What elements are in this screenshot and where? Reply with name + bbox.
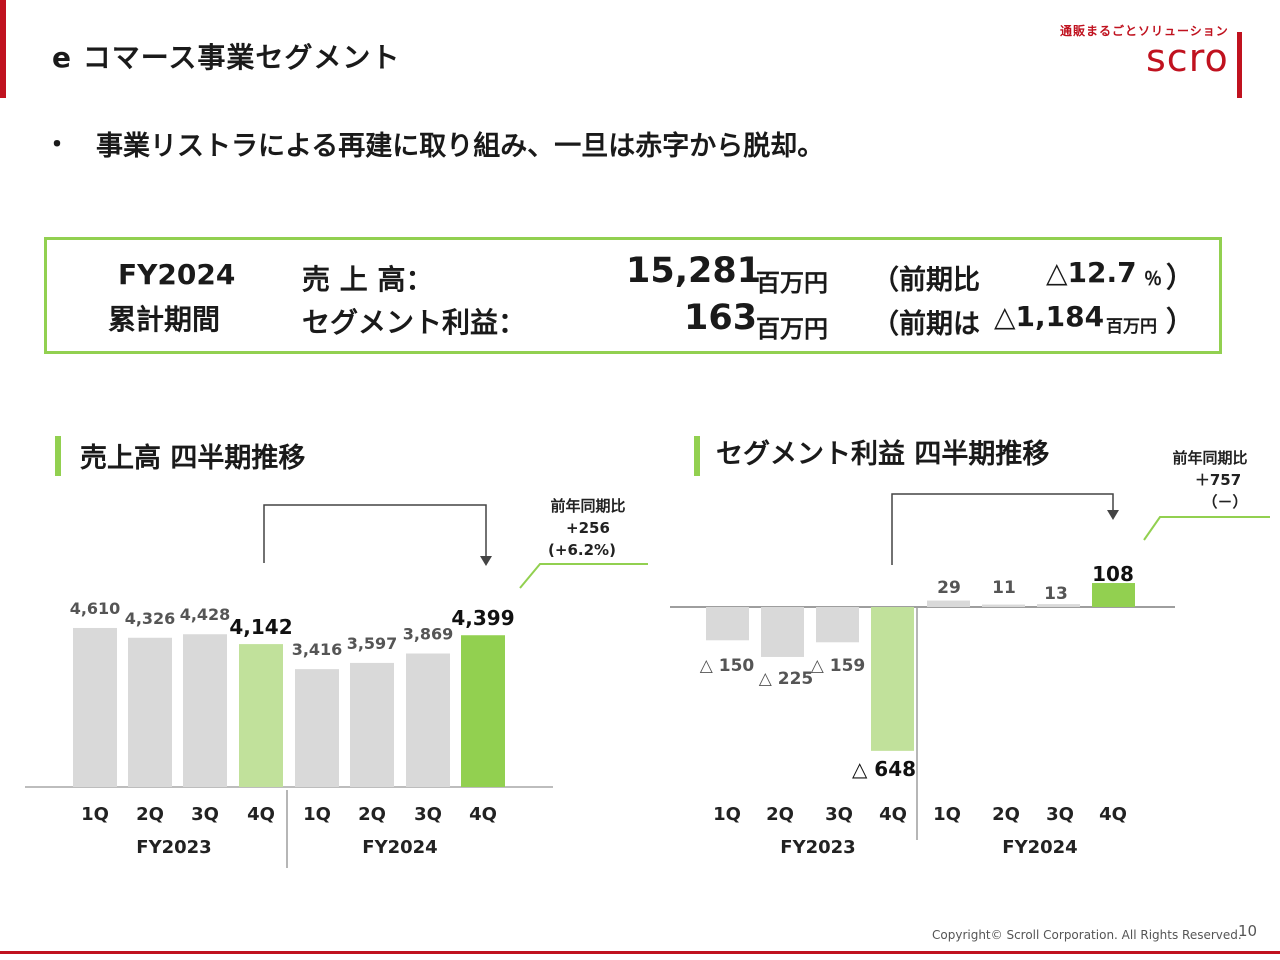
sales-section-marker xyxy=(55,436,61,476)
sales-data-label: 4,428 xyxy=(180,605,231,624)
sales-data-label: 3,416 xyxy=(292,640,343,659)
profit-bar xyxy=(761,607,804,657)
summary-period-year: FY2024 xyxy=(118,258,236,291)
sales-annotation-diff: +256 xyxy=(566,519,610,537)
page-number: 10 xyxy=(1238,922,1258,940)
sales-compare-bracket xyxy=(263,504,487,563)
sales-bar xyxy=(73,627,117,787)
profit-annotation-leader xyxy=(1143,516,1270,541)
profit-data-label: 11 xyxy=(992,578,1016,598)
sales-quarter-label: 4Q xyxy=(247,804,275,825)
headline-text: 事業リストラによる再建に取り組み、一旦は赤字から脱却。 xyxy=(96,131,825,162)
profit-annotation-diff: ＋757 xyxy=(1195,471,1241,489)
sales-group-label: FY2023 xyxy=(136,837,211,858)
profit-group-label: FY2023 xyxy=(780,837,855,858)
profit-bar xyxy=(1037,604,1080,607)
sales-data-label: 4,399 xyxy=(451,606,514,630)
profit-quarter-label: 1Q xyxy=(933,804,961,825)
profit-compare-close: ） xyxy=(1166,305,1195,338)
profit-quarter-label: 1Q xyxy=(713,804,741,825)
profit-quarter-label: 3Q xyxy=(1046,804,1074,825)
profit-data-label: △ 648 xyxy=(852,757,916,781)
profit-compare-unit: 百万円 xyxy=(1106,317,1157,337)
profit-label: セグメント利益： xyxy=(302,306,527,339)
summary-period-label: 累計期間 xyxy=(108,303,221,336)
sales-data-label: 4,142 xyxy=(229,615,292,639)
profit-bar xyxy=(927,600,970,607)
sales-annotation-rate: (+6.2%) xyxy=(548,541,616,559)
sales-data-label: 3,597 xyxy=(347,634,398,653)
sales-quarter-label: 3Q xyxy=(414,804,442,825)
bullet-mark: ・ xyxy=(44,130,71,160)
sales-section-title: 売上高 四半期推移 xyxy=(80,443,306,474)
profit-group-label: FY2024 xyxy=(1002,837,1077,858)
sales-bar xyxy=(239,644,283,787)
profit-unit: 百万円 xyxy=(756,315,828,343)
logo-bar xyxy=(1237,32,1242,98)
profit-bar xyxy=(871,607,914,751)
sales-bar xyxy=(128,637,172,787)
profit-compare-open: （前期は xyxy=(872,309,980,340)
profit-compare-value: △1,184 xyxy=(994,300,1105,333)
profit-bar xyxy=(1092,583,1135,607)
sales-compare-close: ） xyxy=(1166,261,1195,294)
profit-data-label: △ 150 xyxy=(700,656,755,676)
sales-group-label: FY2024 xyxy=(362,837,437,858)
profit-data-label: 29 xyxy=(937,578,961,598)
sales-bar xyxy=(350,662,394,787)
profit-bar xyxy=(982,604,1025,607)
sales-data-label: 4,326 xyxy=(125,609,176,628)
profit-value: 163 xyxy=(684,298,758,338)
logo-tagline: 通販まるごとソリューション xyxy=(1060,24,1229,38)
sales-annotation-leader xyxy=(519,563,648,589)
profit-compare-bracket xyxy=(891,493,1114,565)
profit-data-label: △ 225 xyxy=(759,669,813,689)
copyright-text: Copyright© Scroll Corporation. All Right… xyxy=(932,928,1242,942)
sales-quarter-label: 3Q xyxy=(191,804,219,825)
profit-annotation-rate: （－） xyxy=(1202,493,1247,511)
sales-label: 売 上 高： xyxy=(302,263,434,296)
footer-rule xyxy=(0,951,1280,954)
profit-data-label: 13 xyxy=(1044,584,1068,604)
profit-bar xyxy=(706,607,749,641)
sales-data-label: 4,610 xyxy=(70,599,121,618)
sales-unit: 百万円 xyxy=(756,269,828,297)
sales-compare-open: （前期比 xyxy=(872,265,980,296)
page-title: e コマース事業セグメント xyxy=(52,41,401,74)
sales-bar xyxy=(406,653,450,787)
profit-bar xyxy=(816,607,859,643)
logo-wordmark: scro xyxy=(1146,36,1229,80)
summary-box xyxy=(44,237,1222,354)
profit-section-marker xyxy=(694,436,700,476)
profit-annotation-title: 前年同期比 xyxy=(1172,449,1247,467)
profit-data-label: 108 xyxy=(1092,562,1134,586)
sales-quarter-label: 2Q xyxy=(358,804,386,825)
profit-compare-arrowhead xyxy=(1107,510,1119,520)
left-accent-bar xyxy=(0,0,6,98)
sales-data-label: 3,869 xyxy=(403,625,454,644)
profit-quarter-label: 2Q xyxy=(992,804,1020,825)
sales-bar xyxy=(183,634,227,787)
sales-value: 15,281 xyxy=(626,251,762,291)
sales-quarter-label: 2Q xyxy=(136,804,164,825)
profit-section-title: セグメント利益 四半期推移 xyxy=(716,439,1050,470)
sales-compare-value: △12.7 xyxy=(1046,256,1137,289)
sales-quarter-label: 1Q xyxy=(303,804,331,825)
profit-quarter-label: 4Q xyxy=(879,804,907,825)
profit-data-label: △ 159 xyxy=(811,656,865,676)
sales-compare-pct: ％ xyxy=(1144,269,1162,290)
sales-annotation-title: 前年同期比 xyxy=(550,497,625,515)
profit-quarter-label: 2Q xyxy=(766,804,794,825)
profit-quarter-label: 4Q xyxy=(1099,804,1127,825)
sales-bar xyxy=(295,669,339,787)
sales-quarter-label: 4Q xyxy=(469,804,497,825)
sales-compare-arrowhead xyxy=(480,556,492,566)
sales-bar xyxy=(461,635,505,787)
sales-quarter-label: 1Q xyxy=(81,804,109,825)
profit-quarter-label: 3Q xyxy=(825,804,853,825)
